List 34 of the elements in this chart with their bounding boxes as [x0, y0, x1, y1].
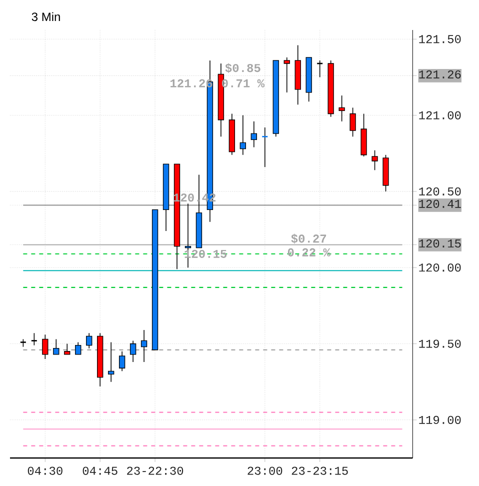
candlestick [75, 342, 82, 355]
candlestick [118, 350, 126, 372]
x-tick-label: 23:00 [248, 466, 282, 475]
candlestick [53, 338, 60, 355]
x-tick-label: 23-23:15 [292, 466, 348, 475]
candlestick [261, 127, 268, 168]
x-tick-label: 04:30 [28, 466, 62, 475]
y-tick-label: 119.00 [419, 416, 461, 424]
candlestick [42, 334, 48, 360]
candlestick [338, 95, 345, 122]
candlestick [64, 343, 70, 355]
annotation: $0.27 [291, 234, 326, 244]
y-tick-label: 121.00 [419, 111, 461, 120]
y-tick-label: 120.15 [419, 239, 461, 248]
candlestick [30, 332, 38, 346]
candlestick [130, 340, 136, 362]
x-tick-label: 04:45 [82, 466, 118, 475]
y-tick-label: 120.41 [419, 200, 461, 208]
x-tick-label: 23-22:30 [127, 466, 184, 475]
annotation: $0.85 [225, 63, 260, 73]
candlestick [240, 114, 246, 156]
y-tick-label: 120.00 [419, 264, 461, 272]
candlestick [86, 332, 92, 349]
y-tick-label: 121.50 [419, 35, 461, 44]
candlestick [284, 57, 290, 93]
y-tick-label: 120.50 [419, 187, 461, 196]
candlestick [372, 150, 378, 171]
candlestick [140, 330, 148, 362]
candlestick [350, 107, 356, 138]
y-tick-label: 121.26 [419, 70, 461, 78]
candlestick [250, 120, 257, 148]
y-tick-label: 119.50 [419, 340, 461, 348]
chart-title: 3 Min [32, 12, 60, 22]
candlestick [108, 342, 114, 382]
